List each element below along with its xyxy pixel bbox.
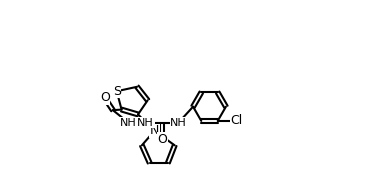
Text: NH: NH xyxy=(170,118,187,128)
Text: N: N xyxy=(150,124,159,137)
Text: O: O xyxy=(100,92,110,104)
Text: Cl: Cl xyxy=(230,114,243,127)
Text: O: O xyxy=(157,133,167,146)
Text: S: S xyxy=(113,85,121,98)
Text: NH: NH xyxy=(137,118,154,128)
Text: NH: NH xyxy=(120,118,137,128)
